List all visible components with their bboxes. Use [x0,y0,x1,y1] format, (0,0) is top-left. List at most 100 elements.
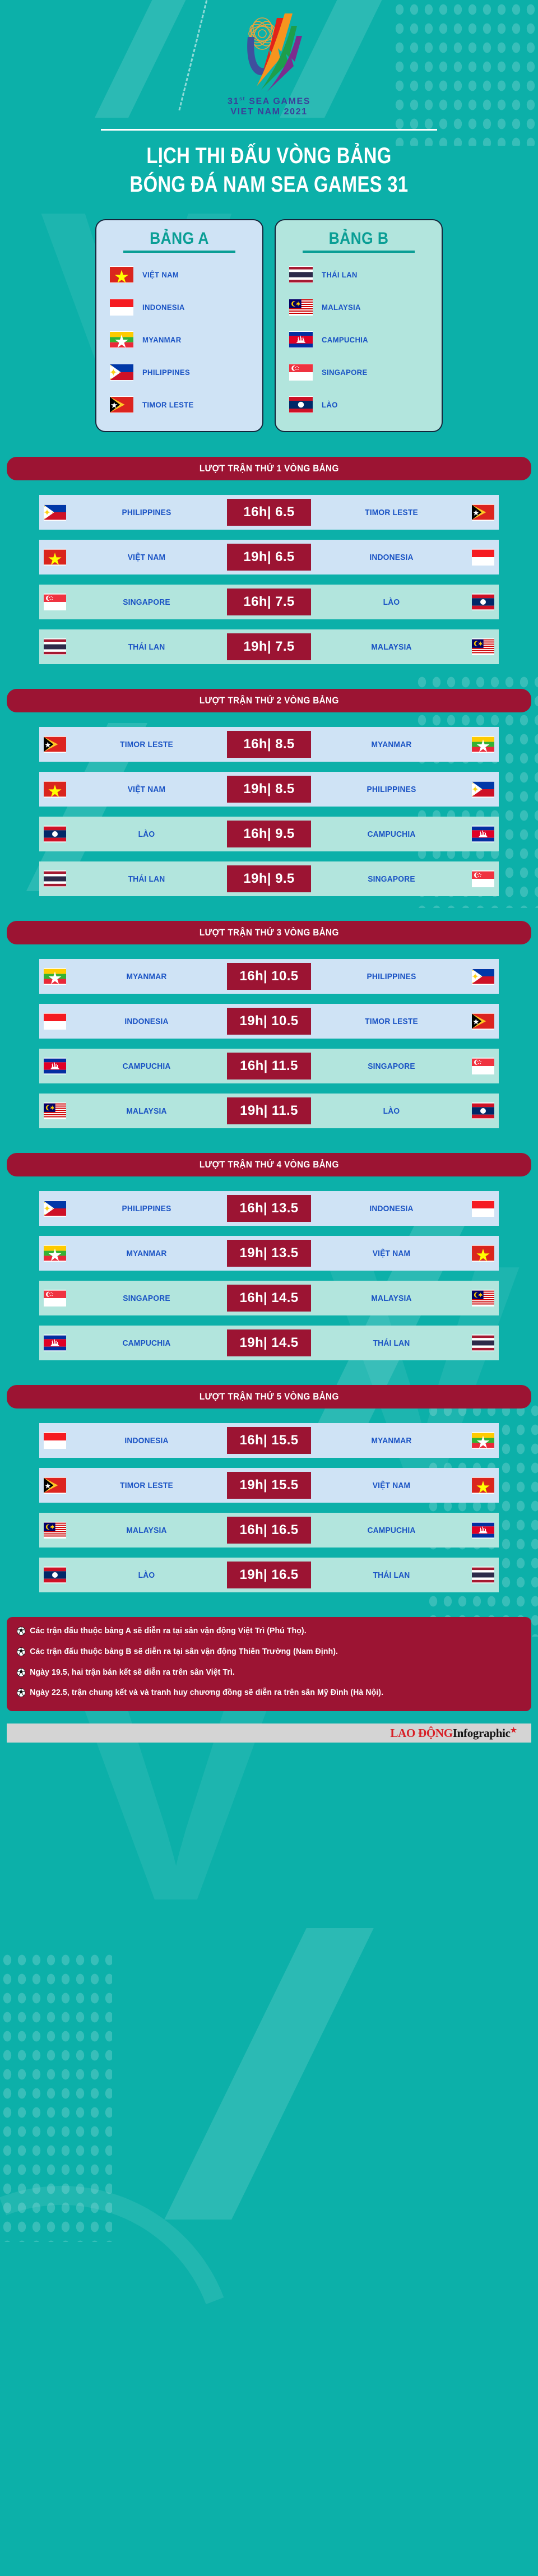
match-time-badge: 16h| 7.5 [227,589,311,616]
team-name: MALAYSIA [322,303,361,312]
soccer-ball-icon [17,1627,26,1639]
match-row[interactable]: VIỆT NAM 19h| 8.5 PHILIPPINES [39,772,499,807]
match-away-side: MALAYSIA [311,1290,494,1307]
group-title-underline [303,251,415,253]
group-panels: BẢNG A VIỆT NAM INDONESIA MYANMAR PHILIPP… [0,199,538,433]
flag-icon-mm [472,1432,494,1449]
group-team-row: INDONESIA [104,291,254,323]
match-time-badge: 19h| 11.5 [227,1097,311,1125]
group-team-row: MALAYSIA [284,291,434,323]
match-away-team: CAMPUCHIA [367,1525,416,1535]
flag-icon-tl [472,1013,494,1030]
event-name: 31st SEA GAMES [0,95,538,108]
match-row[interactable]: TIMOR LESTE 16h| 8.5 MYANMAR [39,727,499,762]
match-row[interactable]: INDONESIA 19h| 10.5 TIMOR LESTE [39,1004,499,1039]
match-row[interactable]: SINGAPORE 16h| 7.5 LÀO [39,585,499,620]
match-home-team: MYANMAR [126,1248,167,1258]
match-home-side: INDONESIA [44,1432,227,1449]
group-team-row: MYANMAR [104,323,254,356]
match-row[interactable]: INDONESIA 16h| 15.5 MYANMAR [39,1423,499,1458]
note-item: Các trận đấu thuộc bảng A sẽ diễn ra tại… [17,1626,506,1639]
group-team-row: CAMPUCHIA [284,323,434,356]
match-home-side: MALAYSIA [44,1102,227,1120]
match-away-team: MALAYSIA [371,642,412,652]
match-home-team: MALAYSIA [126,1525,167,1535]
match-row[interactable]: CAMPUCHIA 19h| 14.5 THÁI LAN [39,1326,499,1361]
match-home-side: THÁI LAN [44,638,227,656]
match-home-side: TIMOR LESTE [44,736,227,753]
group-team-row: LÀO [284,388,434,421]
match-home-team: INDONESIA [124,1435,169,1445]
match-row[interactable]: MALAYSIA 16h| 16.5 CAMPUCHIA [39,1513,499,1548]
round-header: LƯỢT TRẬN THỨ 4 VÒNG BẢNG [7,1153,531,1177]
flag-icon-my [472,638,494,656]
match-home-side: MYANMAR [44,968,227,985]
match-away-team: TIMOR LESTE [365,507,418,517]
flag-icon-mm [44,968,66,985]
match-home-side: SINGAPORE [44,1290,227,1307]
flag-icon-tl [110,396,133,414]
match-away-team: THÁI LAN [373,1338,410,1348]
round-header-label: LƯỢT TRẬN THỨ 1 VÒNG BẢNG [199,463,339,474]
match-row[interactable]: LÀO 19h| 16.5 THÁI LAN [39,1558,499,1593]
match-away-team: VIỆT NAM [372,1248,411,1258]
round-matches: PHILIPPINES 16h| 6.5 TIMOR LESTE VIỆT NAM 1… [0,480,538,665]
match-row[interactable]: TIMOR LESTE 19h| 15.5 VIỆT NAM [39,1468,499,1503]
match-time-badge: 19h| 6.5 [227,544,311,571]
match-home-side: SINGAPORE [44,594,227,611]
match-away-team: PHILIPPINES [367,971,416,981]
match-away-team: SINGAPORE [368,1061,415,1071]
flag-icon-ph [44,1200,66,1217]
event-host-year: VIET NAM 2021 [230,107,308,117]
match-row[interactable]: LÀO 16h| 9.5 CAMPUCHIA [39,817,499,852]
match-row[interactable]: SINGAPORE 16h| 14.5 MALAYSIA [39,1281,499,1316]
group-title: BẢNG A [150,229,209,248]
match-time-badge: 16h| 15.5 [227,1427,311,1454]
flag-icon-sg [44,594,66,611]
flag-icon-mm [472,736,494,753]
brand-name-red: LAO ĐỘNG [390,1726,453,1740]
match-time-badge: 16h| 16.5 [227,1517,311,1544]
team-name: INDONESIA [142,303,185,312]
soccer-ball-icon [17,1667,26,1681]
flag-icon-th [289,266,313,284]
flag-icon-mm [44,1245,66,1262]
match-row[interactable]: MYANMAR 16h| 10.5 PHILIPPINES [39,959,499,994]
match-away-side: INDONESIA [311,1200,494,1217]
match-away-side: VIỆT NAM [311,1477,494,1494]
match-time-badge: 16h| 8.5 [227,731,311,758]
match-row[interactable]: PHILIPPINES 16h| 6.5 TIMOR LESTE [39,495,499,530]
match-away-side: SINGAPORE [311,870,494,888]
flag-icon-my [472,1290,494,1307]
flag-icon-th [472,1567,494,1584]
match-away-team: MYANMAR [371,739,412,749]
match-home-side: MYANMAR [44,1245,227,1262]
match-away-side: LÀO [311,594,494,611]
match-row[interactable]: THÁI LAN 19h| 7.5 MALAYSIA [39,629,499,665]
soccer-ball-icon [17,1647,26,1660]
flag-icon-id [472,1200,494,1217]
flag-icon-ph [472,968,494,985]
match-row[interactable]: THÁI LAN 19h| 9.5 SINGAPORE [39,861,499,897]
match-time-badge: 19h| 15.5 [227,1472,311,1499]
match-row[interactable]: VIỆT NAM 19h| 6.5 INDONESIA [39,540,499,575]
match-away-side: LÀO [311,1102,494,1120]
match-time-badge: 16h| 13.5 [227,1195,311,1222]
match-row[interactable]: PHILIPPINES 16h| 13.5 INDONESIA [39,1191,499,1226]
brand-footer: LAO ĐỘNGInfographic★ [7,1723,531,1743]
flag-icon-ph [110,364,133,381]
flag-icon-id [44,1432,66,1449]
flag-icon-la [44,826,66,843]
match-time-badge: 16h| 14.5 [227,1285,311,1312]
match-away-team: INDONESIA [369,552,414,562]
match-row[interactable]: MYANMAR 19h| 13.5 VIỆT NAM [39,1236,499,1271]
group-team-row: TIMOR LESTE [104,388,254,421]
page-title-line2: BÓNG ĐÁ NAM SEA GAMES 31 [129,172,409,197]
match-row[interactable]: CAMPUCHIA 16h| 11.5 SINGAPORE [39,1049,499,1084]
match-time-badge: 19h| 7.5 [227,633,311,661]
event-ordinal: 31 [227,96,239,106]
group-title: BẢNG B [328,229,389,248]
match-row[interactable]: MALAYSIA 19h| 11.5 LÀO [39,1094,499,1129]
brand-name-black: Infographic [452,1726,511,1740]
